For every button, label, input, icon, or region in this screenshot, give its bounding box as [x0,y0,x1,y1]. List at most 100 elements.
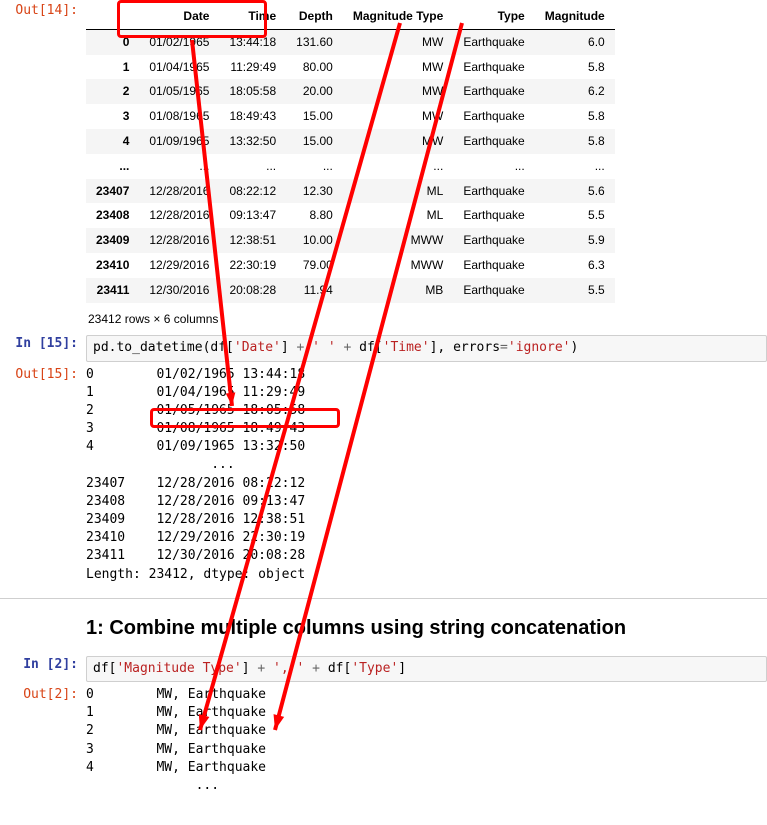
table-cell: 15.00 [286,104,343,129]
table-cell: ... [453,154,534,179]
table-cell: ML [343,179,453,204]
dataframe-footer: 23412 rows × 6 columns [86,303,767,332]
table-cell: ... [535,154,615,179]
table-cell: Earthquake [453,29,534,54]
table-cell: MWW [343,253,453,278]
table-cell: 5.5 [535,203,615,228]
table-cell: 01/04/1965 [139,55,219,80]
code-string: ', ' [273,661,304,676]
in15-code[interactable]: pd.to_datetime(df['Date'] + ' ' + df['Ti… [86,335,767,361]
code-text: ) [571,340,579,355]
table-cell: 12/28/2016 [139,179,219,204]
out14-prompt: Out[14]: [0,2,86,331]
table-cell: Earthquake [453,278,534,303]
code-operator: + [312,661,320,676]
in15-prompt: In [15]: [0,335,86,361]
table-cell: 01/05/1965 [139,79,219,104]
table-cell: 5.8 [535,104,615,129]
table-cell: 08:22:12 [219,179,286,204]
table-cell: MW [343,129,453,154]
in2-prompt: In [2]: [0,656,86,682]
table-cell: 6.0 [535,29,615,54]
table-row: 201/05/196518:05:5820.00MWEarthquake6.2 [86,79,615,104]
table-column-header: Time [219,4,286,29]
code-string: 'Type' [351,661,398,676]
in2-cell: In [2]: df['Magnitude Type'] + ', ' + df… [0,654,767,684]
table-cell: Earthquake [453,228,534,253]
table-cell: MW [343,104,453,129]
table-cell: 22:30:19 [219,253,286,278]
row-index: 23407 [86,179,139,204]
code-string: 'Time' [383,340,430,355]
row-index: ... [86,154,139,179]
code-text: ] [281,340,297,355]
table-cell: MW [343,55,453,80]
code-text: ] [242,661,258,676]
code-text [265,661,273,676]
table-row: 401/09/196513:32:5015.00MWEarthquake5.8 [86,129,615,154]
table-cell: Earthquake [453,55,534,80]
section-heading: 1: Combine multiple columns using string… [86,617,767,640]
out2-prompt: Out[2]: [0,686,86,795]
code-text: pd.to_datetime(df[ [93,340,234,355]
table-cell: 13:44:18 [219,29,286,54]
code-text: df[ [320,661,351,676]
row-index: 0 [86,29,139,54]
code-string: 'Date' [234,340,281,355]
code-operator: = [500,340,508,355]
table-cell: Earthquake [453,79,534,104]
row-index: 3 [86,104,139,129]
out15-output: 0 01/02/1965 13:44:18 1 01/04/1965 11:29… [86,366,767,584]
table-cell: 12.30 [286,179,343,204]
row-index: 4 [86,129,139,154]
table-cell: 8.80 [286,203,343,228]
code-text: df[ [93,661,116,676]
table-cell: 5.5 [535,278,615,303]
table-cell: 01/02/1965 [139,29,219,54]
table-row: 301/08/196518:49:4315.00MWEarthquake5.8 [86,104,615,129]
table-cell: 12/28/2016 [139,203,219,228]
table-cell: 11:29:49 [219,55,286,80]
code-text: ] [398,661,406,676]
table-cell: ... [219,154,286,179]
table-cell: MWW [343,228,453,253]
out2-cell: Out[2]: 0 MW, Earthquake 1 MW, Earthquak… [0,684,767,797]
row-index: 23410 [86,253,139,278]
table-cell: 20:08:28 [219,278,286,303]
row-index: 2 [86,79,139,104]
table-cell: Earthquake [453,179,534,204]
table-cell: 13:32:50 [219,129,286,154]
table-column-header: Magnitude [535,4,615,29]
table-cell: ... [343,154,453,179]
code-string: 'Magnitude Type' [116,661,241,676]
row-index: 23409 [86,228,139,253]
table-row: 2340712/28/201608:22:1212.30MLEarthquake… [86,179,615,204]
table-cell: 79.00 [286,253,343,278]
out14-body: DateTimeDepthMagnitude TypeTypeMagnitude… [86,2,767,331]
table-cell: 6.2 [535,79,615,104]
table-cell: 5.8 [535,129,615,154]
table-cell: 11.94 [286,278,343,303]
table-row: 2340912/28/201612:38:5110.00MWWEarthquak… [86,228,615,253]
row-index: 23408 [86,203,139,228]
row-index: 23411 [86,278,139,303]
table-cell: 01/09/1965 [139,129,219,154]
table-cell: 131.60 [286,29,343,54]
table-row: 2341112/30/201620:08:2811.94MBEarthquake… [86,278,615,303]
table-cell: 15.00 [286,129,343,154]
in2-code[interactable]: df['Magnitude Type'] + ', ' + df['Type'] [86,656,767,682]
table-cell: 01/08/1965 [139,104,219,129]
table-cell: 6.3 [535,253,615,278]
table-cell: ... [286,154,343,179]
table-column-header: Depth [286,4,343,29]
separator [0,598,767,599]
table-cell: 12/30/2016 [139,278,219,303]
table-cell: 12/28/2016 [139,228,219,253]
table-cell: ... [139,154,219,179]
table-cell: Earthquake [453,129,534,154]
table-column-header: Magnitude Type [343,4,453,29]
table-cell: MW [343,29,453,54]
table-cell: 18:49:43 [219,104,286,129]
code-string: ' ' [312,340,335,355]
table-cell: MB [343,278,453,303]
